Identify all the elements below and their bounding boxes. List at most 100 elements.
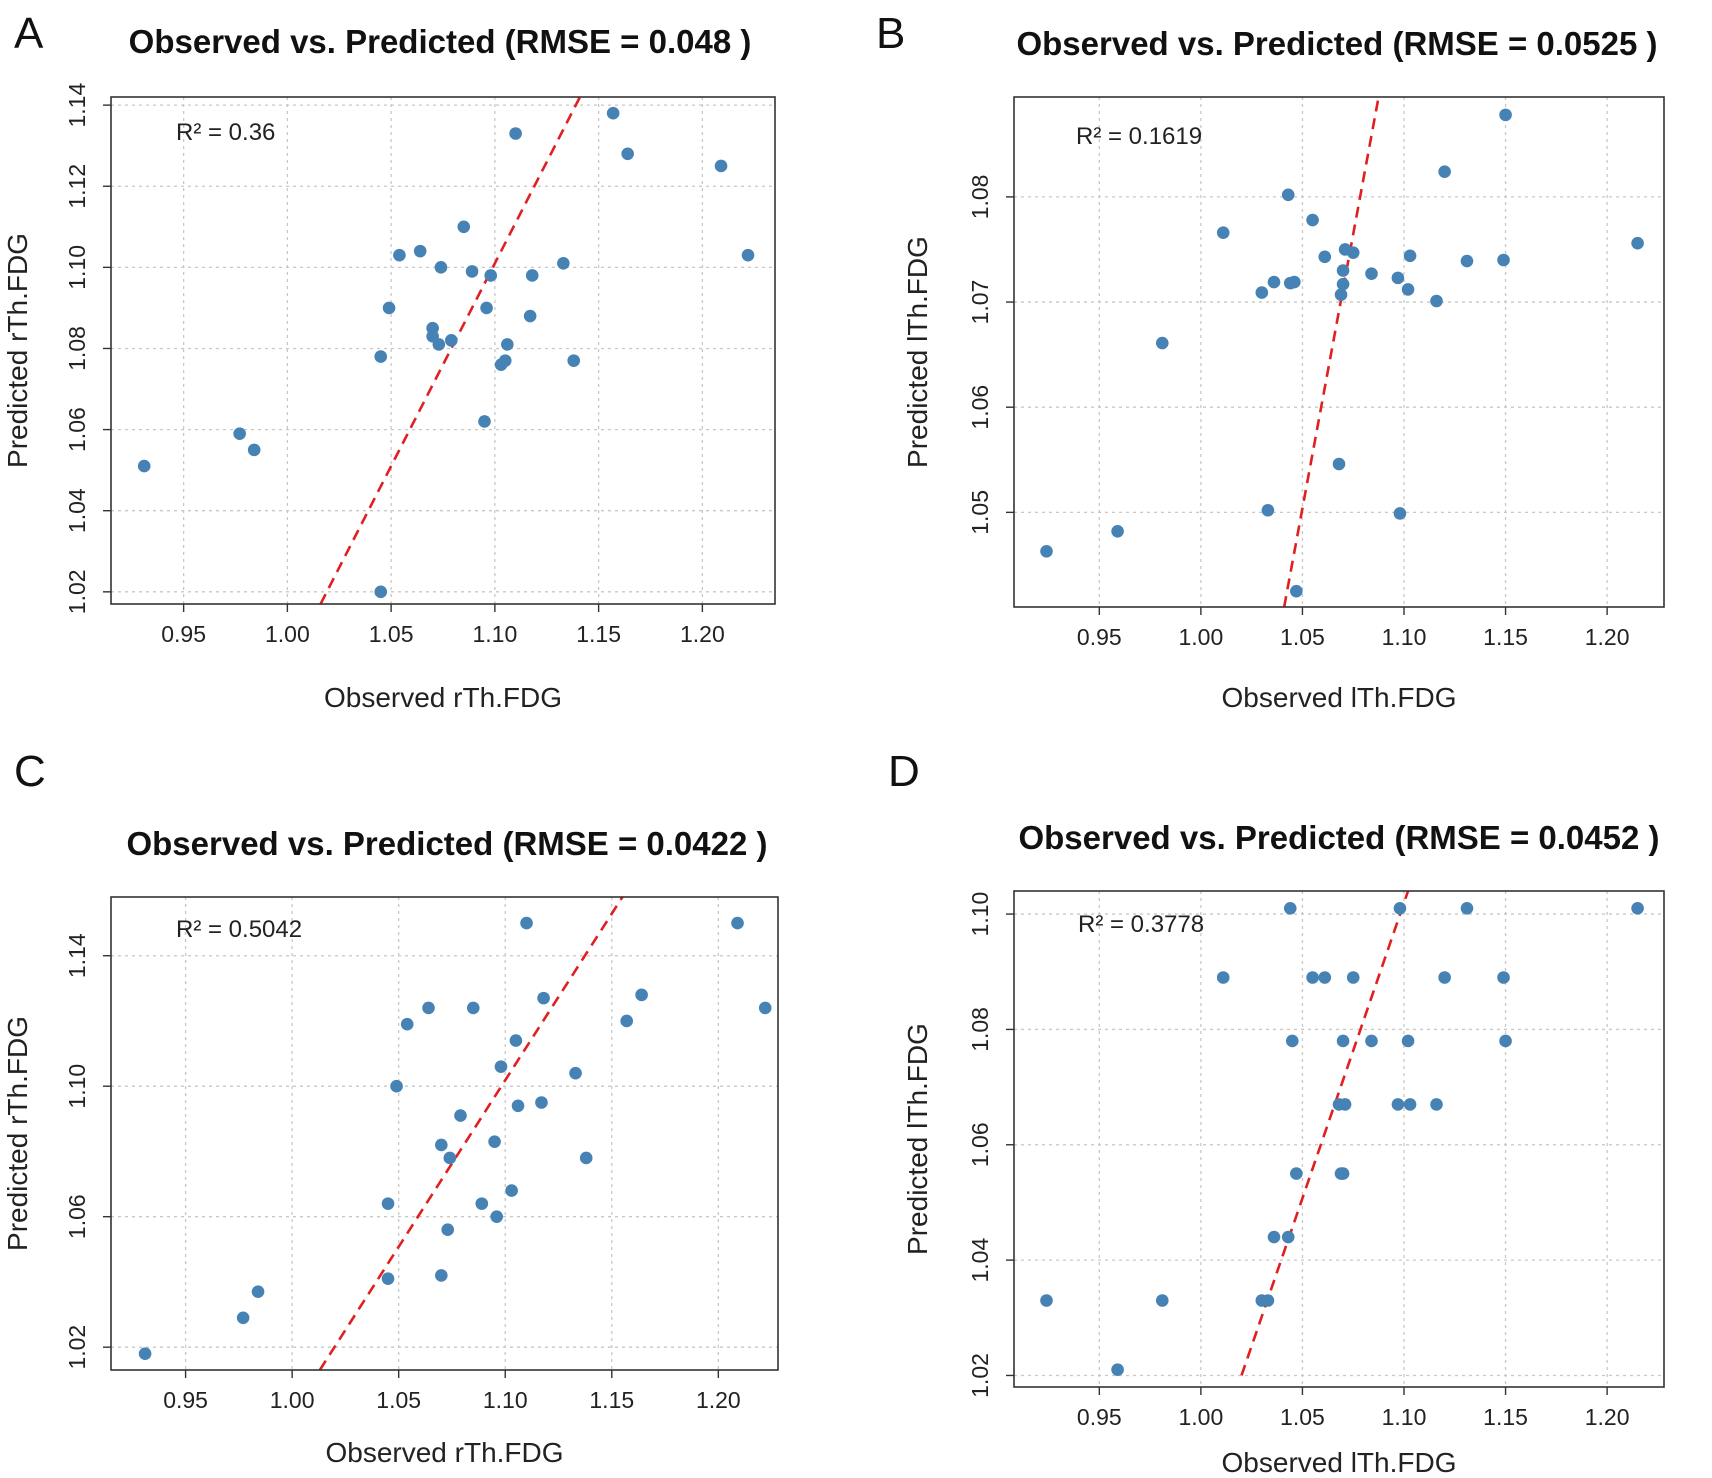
data-point [457, 220, 471, 234]
r-squared-annotation: R² = 0.5042 [176, 916, 302, 943]
y-tick-label: 1.10 [967, 892, 993, 937]
y-tick-label: 1.02 [64, 569, 90, 614]
x-tick-label: 1.00 [1178, 624, 1223, 650]
x-tick-label: 1.10 [472, 621, 517, 647]
data-point [382, 301, 396, 315]
data-point [1338, 1098, 1352, 1111]
r-squared-annotation: R² = 0.3778 [1078, 911, 1204, 938]
data-point [390, 1079, 403, 1093]
data-point [523, 309, 537, 323]
data-point [1403, 249, 1417, 263]
data-point [620, 1014, 633, 1028]
y-axis-label: Predicted lTh.FDG [902, 1023, 933, 1255]
y-tick-label: 1.04 [967, 1238, 993, 1283]
data-point [1216, 971, 1230, 984]
y-axis-ticks: 1.05 1.06 1.07 1.08 [967, 175, 1014, 535]
data-point [1111, 1363, 1124, 1376]
data-point [1460, 254, 1474, 268]
data-point [466, 1001, 480, 1015]
panel-b: B Observed vs. Predicted (RMSE = 0.0525 … [876, 9, 1665, 713]
data-point [1281, 188, 1295, 202]
r-squared-annotation: R² = 0.36 [176, 119, 275, 146]
data-point [441, 1223, 454, 1237]
data-point [1631, 236, 1644, 250]
data-point [1318, 971, 1332, 984]
data-points [137, 106, 755, 599]
plot-area [110, 96, 776, 605]
x-axis-label: Observed lTh.FDG [1222, 682, 1457, 713]
data-point [1403, 1098, 1417, 1111]
y-axis-ticks: 1.02 1.04 1.06 1.08 1.10 [967, 892, 1014, 1398]
data-point [236, 1311, 250, 1325]
grid [111, 97, 775, 604]
data-point [1336, 1167, 1350, 1180]
y-tick-label: 1.08 [967, 1007, 993, 1052]
data-point [1334, 288, 1348, 301]
data-point [1336, 1034, 1350, 1048]
data-point [1346, 971, 1360, 984]
chart-title: Observed vs. Predicted (RMSE = 0.0452 ) [1018, 819, 1659, 856]
y-axis-label: Predicted lTh.FDG [902, 236, 933, 468]
data-point [1281, 1230, 1295, 1244]
data-point [233, 427, 246, 440]
x-tick-label: 1.20 [696, 1387, 741, 1413]
x-tick-label: 1.20 [1585, 624, 1630, 650]
data-point [137, 459, 151, 473]
data-points [1040, 108, 1644, 598]
data-point [251, 1285, 265, 1299]
data-point [1438, 165, 1451, 178]
grid [1014, 891, 1664, 1387]
data-point [400, 1017, 414, 1031]
data-point [1393, 902, 1407, 915]
x-axis-ticks: 0.95 1.00 1.05 1.10 1.15 1.20 [1077, 1387, 1630, 1430]
data-point [381, 1272, 395, 1285]
data-points [1040, 902, 1644, 1376]
y-axis-ticks: 1.02 1.04 1.06 1.08 1.10 1.12 1.14 [64, 83, 111, 614]
data-point [247, 443, 261, 457]
x-tick-label: 1.00 [1178, 1404, 1223, 1430]
data-point [1318, 250, 1332, 264]
data-point [426, 321, 439, 335]
data-point [509, 1034, 523, 1047]
data-point [1288, 275, 1301, 289]
data-points [138, 916, 772, 1360]
data-point [1393, 507, 1407, 520]
data-point [1261, 1294, 1275, 1307]
panel-letter-d: D [888, 747, 920, 796]
x-tick-label: 0.95 [1077, 1404, 1122, 1430]
y-tick-label: 1.10 [64, 1064, 90, 1109]
fit-line-layer [319, 96, 582, 605]
plot-area [110, 896, 779, 1371]
data-point [1336, 277, 1350, 291]
data-point [1497, 971, 1510, 984]
fit-line [318, 896, 624, 1371]
data-point [138, 1347, 152, 1360]
data-point [434, 261, 448, 274]
data-point [1155, 1294, 1169, 1307]
data-point [525, 269, 539, 282]
grid [111, 897, 778, 1370]
x-axis-label: Observed lTh.FDG [1222, 1447, 1457, 1478]
data-point [374, 350, 388, 363]
chart-title: Observed vs. Predicted (RMSE = 0.048 ) [129, 23, 752, 60]
y-tick-label: 1.06 [64, 407, 90, 452]
y-tick-label: 1.02 [967, 1353, 993, 1398]
data-point [484, 269, 498, 282]
x-tick-label: 1.10 [1382, 1404, 1427, 1430]
y-axis-label: Predicted rTh.FDG [2, 233, 33, 468]
x-tick-label: 1.10 [1382, 624, 1427, 650]
data-point [579, 1151, 593, 1165]
fit-line-layer [318, 896, 624, 1371]
data-point [1460, 902, 1474, 915]
grid [1014, 97, 1664, 607]
x-tick-label: 0.95 [161, 621, 206, 647]
data-point [635, 988, 648, 1002]
y-tick-label: 1.04 [64, 488, 90, 533]
y-tick-label: 1.08 [64, 326, 90, 371]
data-point [1336, 264, 1350, 277]
data-point [1261, 503, 1275, 517]
x-axis-label: Observed rTh.FDG [324, 682, 562, 713]
y-tick-label: 1.05 [967, 490, 993, 535]
fit-line-layer [1282, 96, 1380, 608]
